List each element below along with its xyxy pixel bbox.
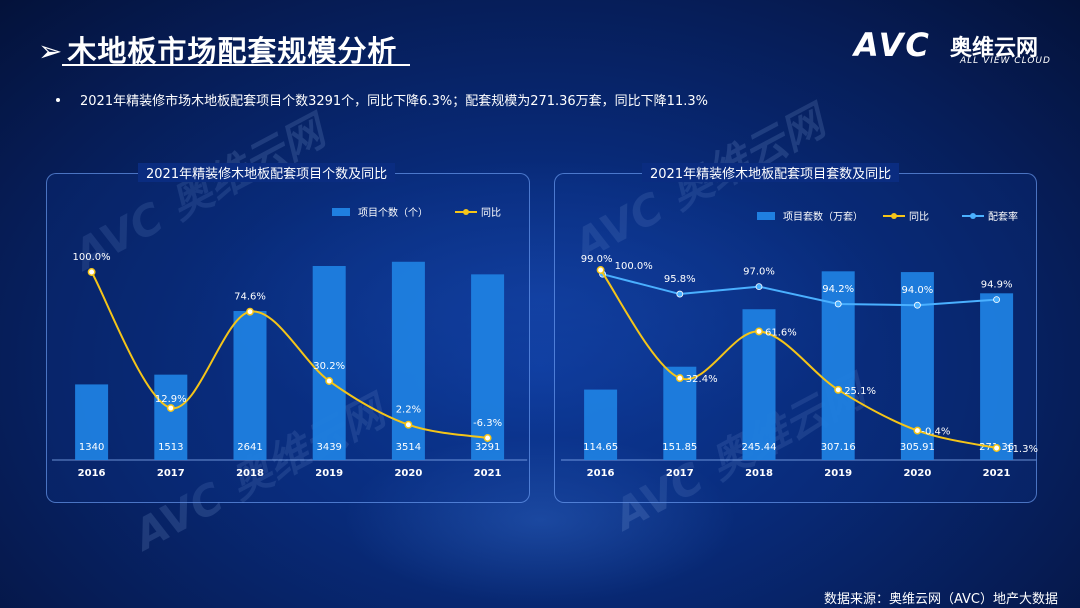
chart0-bar-label-2016: 1340 <box>79 442 104 453</box>
avc-logo: AVC 奥维云网 ALL VIEW CLOUD <box>854 26 1054 70</box>
chart0-bar-2020 <box>391 261 425 460</box>
chart-panel-units <box>554 173 1037 503</box>
chart0-yoy-point-2016 <box>87 268 96 276</box>
chart1-yoy-label-2020: -0.4% <box>921 427 950 438</box>
chart1-rate-label-2017: 95.8% <box>664 274 696 285</box>
chart0-bar-label-2019: 3439 <box>316 442 341 453</box>
chart0-yoy-label-2021: -6.3% <box>473 418 502 429</box>
summary-bullet: 2021年精装修市场木地板配套项目个数3291个，同比下降6.3%；配套规模为2… <box>56 90 708 109</box>
chart1-rate-point-2018 <box>755 283 763 291</box>
chart1-rate-line <box>602 273 997 307</box>
chart0-bar-label-2017: 1513 <box>158 442 183 453</box>
chart1-bar-2017 <box>663 366 697 460</box>
chart0-bar-2017 <box>154 374 188 460</box>
chart1-bar-label-2016: 114.65 <box>583 442 618 453</box>
chart1-rate-label-2021: 94.9% <box>981 280 1013 291</box>
chart1-rate-point-2021 <box>993 296 1000 304</box>
chart0-bar-2016 <box>75 384 109 460</box>
chart1-bar-2021 <box>980 293 1014 460</box>
chart0-yoy-label-2016: 100.0% <box>73 252 111 263</box>
chart1-rate-label-2019: 94.2% <box>822 284 854 295</box>
chart1-yoy-line <box>599 269 997 449</box>
data-source: 数据来源：奥维云网（AVC）地产大数据 <box>823 592 1058 607</box>
chart1-x-tick-2017: 2017 <box>666 468 694 479</box>
chart0-x-tick-2019: 2019 <box>315 468 343 479</box>
chart1-yoy-label-2018: 61.6% <box>765 327 797 338</box>
chart-panel-projects <box>46 173 530 503</box>
chart0-x-tick-2020: 2020 <box>394 468 422 479</box>
chart1-x-tick-2018: 2018 <box>745 468 773 479</box>
chart0-legend-label-0: 项目个数（个） <box>358 206 428 219</box>
chart1-yoy-point-2017 <box>675 374 684 383</box>
chart1-bar-label-2018: 245.44 <box>742 442 777 453</box>
logo-en: ALL VIEW CLOUD <box>960 56 1051 66</box>
chart1-legend-bar-swatch <box>757 212 775 220</box>
chart1-legend-label-0: 项目套数（万套） <box>783 210 863 223</box>
chart1-legend-marker-2 <box>970 213 976 219</box>
chart0-legend-marker-1 <box>463 209 469 215</box>
chart1-bar-label-2017: 151.85 <box>662 442 697 453</box>
chart1-rate-label-2016: 99.0% <box>581 254 613 265</box>
chart0-x-tick-2016: 2016 <box>78 468 106 479</box>
chart-title-units: 2021年精装修木地板配套项目套数及同比 <box>642 163 900 182</box>
chart1-bar-2016 <box>584 389 618 460</box>
logo-mark: AVC <box>854 26 931 64</box>
bullet-dot-icon <box>56 97 60 102</box>
chart1-x-tick-2020: 2020 <box>903 468 931 479</box>
chart1-legend-label-2: 配套率 <box>988 210 1018 223</box>
chart0-yoy-line <box>90 271 488 439</box>
chart1-rate-label-2020: 94.0% <box>902 285 934 296</box>
chart0-bar-label-2020: 3514 <box>396 442 421 453</box>
page-title: ➢ 木地板市场配套规模分析 <box>38 34 398 68</box>
chart1-yoy-label-2017: 32.4% <box>686 374 718 385</box>
chart1-yoy-label-2021: -11.3% <box>1003 444 1038 455</box>
chart1-bar-label-2020: 305.91 <box>900 442 935 453</box>
chart0-yoy-point-2019 <box>325 377 334 385</box>
chart1-legend-marker-1 <box>891 213 897 219</box>
chart0-yoy-point-2020 <box>404 420 413 429</box>
chart0-bar-2021 <box>471 274 505 460</box>
chart0-yoy-point-2021 <box>483 434 492 442</box>
chart0-bar-label-2021: 3291 <box>475 442 500 453</box>
logo-cn: 奥维云网 <box>950 36 1039 61</box>
chart0-yoy-point-2017 <box>166 404 175 412</box>
chart1-bar-label-2019: 307.16 <box>821 442 856 453</box>
chart0-yoy-label-2020: 2.2% <box>396 405 421 416</box>
chart1-yoy-label-2016: 100.0% <box>615 261 653 272</box>
chart0-x-tick-2021: 2021 <box>474 468 502 479</box>
chart1-legend-label-1: 同比 <box>909 211 929 223</box>
chart0-bar-label-2018: 2641 <box>237 442 262 453</box>
chart1-yoy-point-2021 <box>992 444 1001 452</box>
chart1-bar-2019 <box>821 271 855 460</box>
chart1-rate-point-2019 <box>834 300 842 308</box>
chart0-legend-bar-swatch <box>332 208 350 216</box>
chart1-x-tick-2019: 2019 <box>824 468 852 479</box>
chart1-x-tick-2016: 2016 <box>587 468 615 479</box>
title-arrow-icon: ➢ <box>38 34 64 68</box>
chart0-yoy-point-2018 <box>246 307 254 316</box>
chart1-rate-label-2018: 97.0% <box>743 267 775 278</box>
chart-title-projects: 2021年精装修木地板配套项目个数及同比 <box>138 163 396 182</box>
chart0-bar-2019 <box>312 266 346 460</box>
chart1-yoy-point-2020 <box>913 426 922 435</box>
chart0-yoy-label-2018: 74.6% <box>234 292 266 303</box>
chart1-yoy-point-2016 <box>596 266 605 274</box>
chart1-yoy-label-2019: 25.1% <box>844 386 876 397</box>
chart0-yoy-label-2017: 12.9% <box>155 394 187 405</box>
chart0-bar-2018 <box>233 311 267 460</box>
chart1-x-tick-2021: 2021 <box>983 468 1011 479</box>
chart1-yoy-point-2018 <box>755 327 763 336</box>
title-underline <box>62 64 410 66</box>
chart0-x-tick-2017: 2017 <box>157 468 185 479</box>
chart0-x-tick-2018: 2018 <box>236 468 264 479</box>
chart0-legend-label-1: 同比 <box>481 207 501 219</box>
chart1-yoy-point-2019 <box>834 385 843 394</box>
chart1-rate-point-2017 <box>676 290 684 298</box>
chart1-rate-point-2020 <box>914 301 921 309</box>
chart0-yoy-label-2019: 30.2% <box>313 361 345 372</box>
